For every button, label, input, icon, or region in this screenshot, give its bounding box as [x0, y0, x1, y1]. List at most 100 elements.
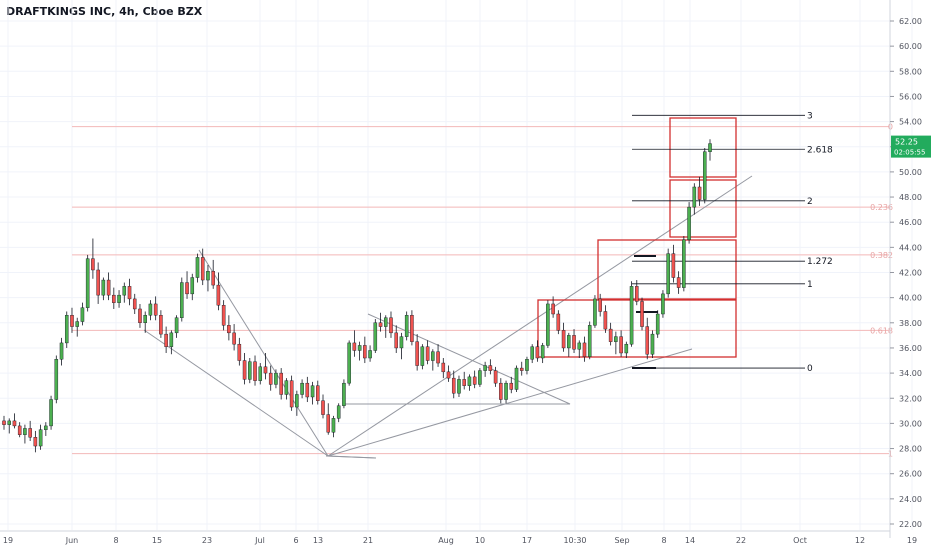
- candle-body: [661, 293, 665, 315]
- price-tick-label: 62.00: [899, 17, 922, 26]
- candle-body: [300, 382, 304, 395]
- candle-body: [587, 325, 592, 357]
- candle-body: [310, 385, 315, 398]
- candle-body: [608, 328, 613, 342]
- price-tick-label: 36.00: [899, 344, 922, 353]
- price-tick-label: 56.00: [899, 92, 922, 101]
- price-tick-label: 22.00: [899, 520, 922, 529]
- candle-body: [499, 382, 503, 400]
- candle-body: [331, 418, 336, 433]
- candle-body: [614, 336, 618, 342]
- price-tick-label: 24.00: [899, 495, 922, 504]
- candle-body: [164, 333, 168, 347]
- candle-body: [509, 382, 514, 390]
- price-tick-label: 42.00: [899, 269, 922, 278]
- time-tick-label: Jul: [254, 536, 265, 545]
- candle-body: [153, 303, 158, 316]
- candle-body: [326, 414, 331, 433]
- candle-body: [12, 420, 17, 427]
- candle-body: [603, 311, 608, 330]
- fib-retracement-label: 0.382: [870, 251, 893, 260]
- fib-extension-label: 3: [807, 111, 813, 121]
- trend-ray-lower: [327, 348, 693, 457]
- grid: [0, 0, 913, 530]
- candle-body: [446, 371, 451, 379]
- candle-body: [436, 351, 440, 364]
- candle-body: [504, 382, 508, 400]
- fib-extension-label: 0: [807, 364, 813, 374]
- candle-body: [206, 271, 210, 281]
- price-tick-label: 50.00: [899, 168, 922, 177]
- candle-body: [394, 332, 398, 349]
- candle-body: [567, 335, 571, 349]
- price-tick-label: 40.00: [899, 294, 922, 303]
- candle-body: [598, 298, 602, 312]
- time-tick-label: Oct: [793, 536, 807, 545]
- candle-body: [85, 258, 90, 308]
- price-tick-label: 34.00: [899, 369, 922, 378]
- wedge-lower: [143, 329, 329, 457]
- wedge-base: [325, 455, 377, 459]
- price-axis: 22.00 24.00 26.00 28.00 30.00 32.00 34.00 36.00…: [889, 0, 922, 538]
- candle-body: [117, 294, 121, 303]
- triangle-pattern: [344, 313, 571, 405]
- candle-body: [112, 294, 116, 303]
- candle-body: [33, 437, 38, 447]
- time-tick-label: 14: [685, 536, 695, 545]
- candle-body: [530, 346, 534, 360]
- time-tick-label: 17: [522, 536, 532, 545]
- time-tick-label: 15: [152, 536, 162, 545]
- candle-body: [561, 330, 566, 349]
- fib-extension-label: 1: [807, 280, 813, 290]
- candle-body: [645, 326, 650, 355]
- candle-body: [687, 206, 691, 241]
- candle-body: [216, 284, 221, 306]
- candle-body: [420, 346, 425, 366]
- price-tag-countdown: 02:05:55: [894, 149, 925, 157]
- candle-body: [624, 343, 629, 354]
- candle-body: [410, 315, 414, 342]
- candle-body: [54, 359, 59, 400]
- candle-body: [357, 345, 362, 351]
- candle-body: [629, 286, 634, 345]
- time-tick-label: 10: [475, 536, 485, 545]
- price-tag-box: [891, 135, 931, 158]
- candle-body: [478, 370, 482, 385]
- projection-box: [597, 239, 737, 300]
- drawings: 3 2.618 2 1.272 1 0: [143, 111, 833, 459]
- candle-body: [237, 343, 242, 361]
- candle-body: [525, 359, 529, 371]
- candle-body: [227, 325, 231, 334]
- price-tick-label: 58.00: [899, 67, 922, 76]
- candle-body: [593, 298, 597, 326]
- time-tick-label: 23: [202, 536, 212, 545]
- candle-body: [389, 317, 393, 334]
- candle-body: [96, 269, 100, 296]
- candle-body: [232, 332, 236, 345]
- candle-body: [493, 370, 498, 384]
- candle-body: [75, 321, 79, 327]
- fib-extension-label: 2.618: [807, 145, 833, 155]
- candle-body: [44, 425, 48, 430]
- candle-body: [132, 298, 137, 310]
- candle-body: [666, 253, 670, 295]
- candle-body: [640, 301, 644, 327]
- candle-body: [441, 362, 446, 373]
- candle-body: [195, 257, 200, 278]
- price-tick-label: 38.00: [899, 319, 922, 328]
- candle-body: [425, 346, 430, 361]
- candle-body: [378, 322, 383, 327]
- candle-body: [363, 345, 367, 359]
- candle-body: [383, 317, 388, 327]
- candle-body: [336, 405, 341, 419]
- candle-body: [483, 365, 487, 371]
- candle-body: [655, 313, 660, 335]
- time-tick-label: 10:30: [563, 536, 586, 545]
- candle-body: [295, 394, 299, 408]
- candle-body: [635, 286, 639, 302]
- candle-body: [399, 336, 404, 349]
- candle-body: [462, 379, 466, 386]
- fib-extension-label: 1.272: [807, 257, 833, 267]
- candle-body: [451, 377, 456, 394]
